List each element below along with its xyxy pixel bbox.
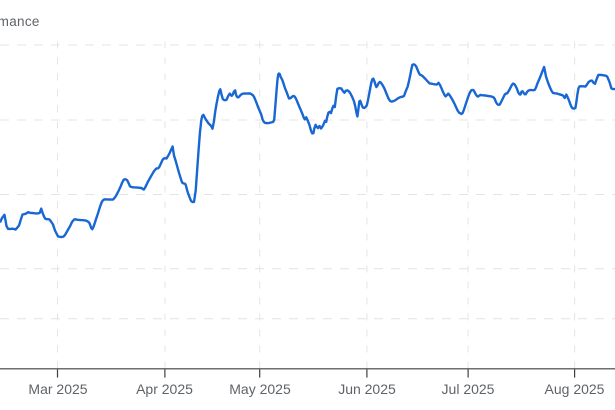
svg-text:Mar 2025: Mar 2025: [28, 381, 87, 397]
svg-text:Aug 2025: Aug 2025: [545, 381, 605, 397]
svg-text:Apr 2025: Apr 2025: [136, 381, 193, 397]
svg-text:May 2025: May 2025: [229, 381, 291, 397]
svg-text:Jul 2025: Jul 2025: [442, 381, 495, 397]
svg-text:Jun 2025: Jun 2025: [338, 381, 396, 397]
